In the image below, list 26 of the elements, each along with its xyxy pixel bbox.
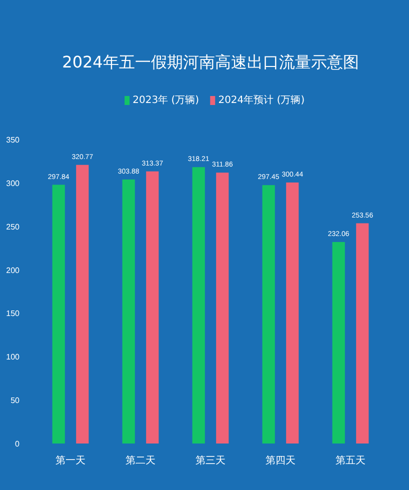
legend-label: 2024年预计 (万辆) — [218, 94, 305, 106]
y-tick-label: 0 — [15, 440, 20, 448]
bar — [286, 182, 299, 444]
y-tick-label: 250 — [6, 222, 20, 232]
x-tick-label: 第五天 — [336, 454, 366, 466]
x-tick-label: 第四天 — [266, 454, 296, 466]
y-tick-label: 300 — [6, 178, 20, 188]
bar — [356, 223, 369, 444]
bar — [122, 180, 135, 444]
bar — [262, 185, 275, 444]
x-tick-label: 第三天 — [196, 454, 226, 466]
y-tick-label: 150 — [6, 309, 20, 318]
bar — [192, 167, 205, 444]
legend-label: 2023年 (万辆) — [132, 94, 200, 106]
y-tick-label: 100 — [6, 352, 20, 362]
y-tick-label: 200 — [6, 266, 20, 275]
bar — [52, 184, 65, 444]
bar — [146, 171, 159, 444]
x-tick-label: 第一天 — [56, 454, 86, 466]
bar — [76, 164, 89, 444]
bar — [216, 172, 229, 444]
chart-title: 2024年五一假期河南高速出口流量示意图 — [62, 52, 359, 72]
bar — [332, 242, 345, 444]
x-tick-label: 第二天 — [126, 454, 156, 466]
y-tick-label: 350 — [6, 136, 20, 144]
y-tick-label: 50 — [10, 396, 20, 406]
